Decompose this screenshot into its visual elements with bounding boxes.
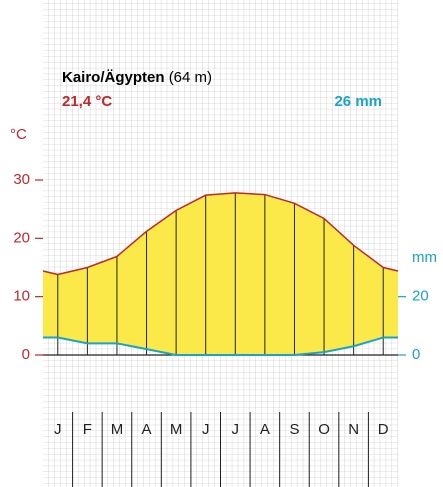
y-tick-label: 30 (13, 171, 30, 188)
x-tick-label: A (260, 421, 270, 438)
x-tick-label: J (202, 421, 210, 438)
x-tick-label: J (232, 421, 240, 438)
y2-tick-label: 0 (412, 346, 420, 363)
station-name: Kairo/Ägypten (62, 69, 165, 86)
elevation: (64 m) (169, 69, 212, 86)
x-tick-label: S (289, 421, 299, 438)
y-tick-label: 10 (13, 288, 30, 305)
x-tick-label: F (83, 421, 92, 438)
x-tick-label: O (318, 421, 330, 438)
y2-tick-label: 20 (412, 288, 429, 305)
precipitation-line (57, 336, 384, 356)
temp-edge (42, 270, 58, 276)
x-tick-label: M (111, 421, 124, 438)
temp-edge (383, 266, 399, 272)
title: Kairo/Ägypten (64 m) (62, 69, 212, 86)
x-tick-label: J (54, 421, 62, 438)
y-tick-label: 20 (13, 229, 30, 246)
x-tick-label: D (378, 421, 389, 438)
temperature-line (57, 192, 384, 276)
x-tick-label: N (348, 421, 359, 438)
x-tick-label: A (142, 421, 152, 438)
y-axis-label: °C (10, 126, 27, 143)
x-tick-label: M (170, 421, 183, 438)
mean-temperature: 21,4 °C (62, 93, 112, 110)
arid-area (43, 192, 398, 355)
y-tick-label: 0 (22, 346, 30, 363)
y2-axis-label: mm (412, 249, 437, 266)
annual-precipitation: 26 mm (334, 93, 382, 110)
